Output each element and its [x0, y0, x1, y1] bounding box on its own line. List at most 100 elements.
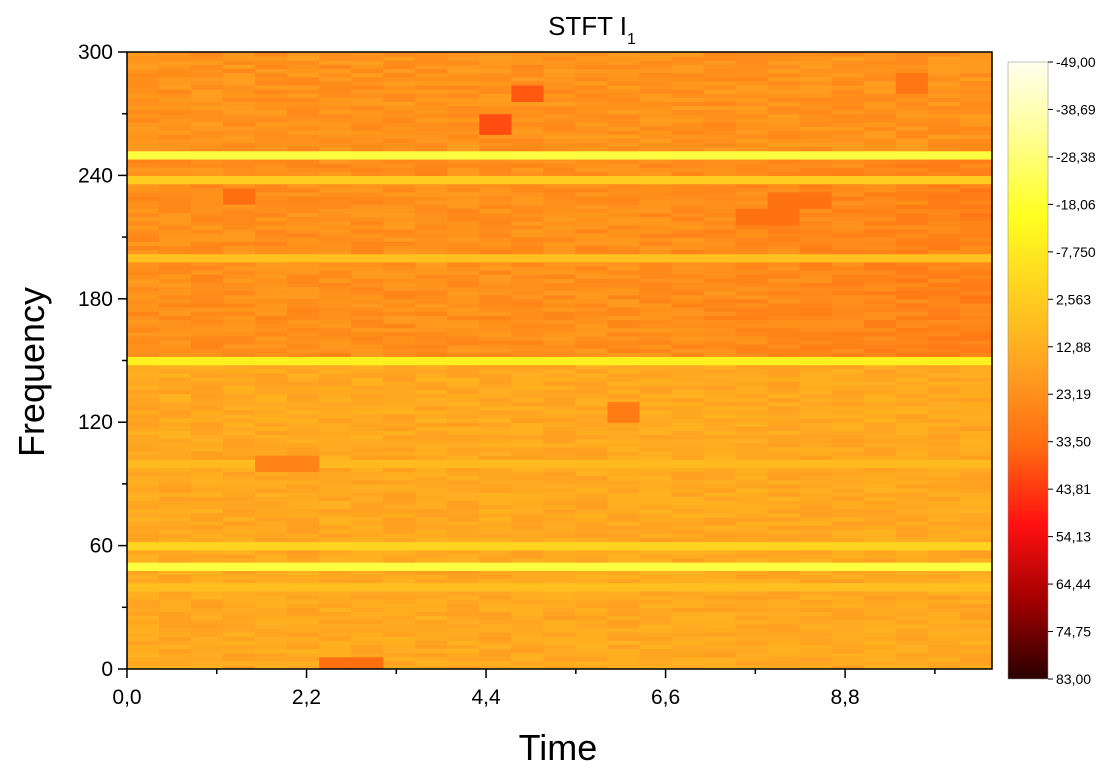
heatmap-cell: [543, 525, 577, 530]
heatmap-cell: [479, 413, 513, 419]
heatmap-cell: [895, 463, 929, 469]
heatmap-cell: [895, 450, 929, 456]
heatmap-cell: [607, 611, 641, 617]
heatmap-cell: [447, 249, 481, 255]
heatmap-cell: [415, 130, 448, 135]
heatmap-cell: [447, 467, 481, 473]
heatmap-cell: [703, 512, 737, 518]
heatmap-cell: [575, 582, 609, 588]
heatmap-cell: [383, 566, 416, 571]
heatmap-cell: [671, 224, 705, 230]
heatmap-cell: [735, 471, 769, 477]
heatmap-cell: [447, 195, 481, 201]
heatmap-cell: [671, 195, 705, 201]
heatmap-cell: [479, 134, 513, 139]
heatmap-cell: [447, 459, 481, 464]
heatmap-cell: [351, 237, 384, 242]
heatmap-cell: [927, 224, 961, 230]
heatmap-cell: [863, 533, 897, 538]
heatmap-cell: [191, 331, 224, 337]
heatmap-cell: [863, 261, 897, 267]
heatmap-cell: [927, 146, 961, 152]
heatmap-cell: [255, 438, 288, 444]
heatmap-cell: [415, 656, 448, 662]
heatmap-cell: [287, 175, 320, 181]
heatmap-cell: [351, 315, 384, 320]
heatmap-cell: [255, 537, 288, 543]
heatmap-cell: [479, 636, 513, 641]
heatmap-cell: [223, 549, 256, 555]
heatmap-cell: [287, 434, 320, 440]
heatmap-cell: [127, 385, 160, 390]
heatmap-cell: [831, 121, 865, 127]
heatmap-cell: [735, 97, 769, 102]
heatmap-cell: [639, 270, 673, 275]
heatmap-cell: [287, 520, 320, 526]
heatmap-cell: [255, 319, 288, 325]
heatmap-cell: [415, 307, 448, 312]
heatmap-cell: [959, 516, 993, 522]
heatmap-cell: [799, 109, 833, 115]
heatmap-cell: [767, 245, 801, 251]
heatmap-cell: [607, 648, 641, 654]
heatmap-cell: [319, 290, 352, 296]
heatmap-cell: [607, 566, 641, 571]
heatmap-cell: [191, 134, 224, 139]
heatmap-cell: [319, 368, 352, 374]
heatmap-cell: [767, 232, 801, 238]
heatmap-cell: [799, 253, 833, 259]
heatmap-cell: [735, 603, 769, 608]
heatmap-cell: [223, 158, 256, 164]
heatmap-cell: [799, 516, 833, 522]
y-tick-label: 0: [101, 658, 113, 681]
heatmap-cell: [511, 278, 545, 283]
heatmap-cell: [383, 422, 416, 427]
heatmap-cell: [895, 146, 929, 152]
heatmap-cell: [447, 101, 481, 107]
heatmap-cell: [415, 619, 448, 625]
heatmap-cell: [415, 167, 448, 172]
heatmap-cell: [191, 438, 224, 444]
heatmap-cell: [255, 294, 288, 300]
heatmap-cell: [479, 512, 513, 518]
heatmap-cell: [831, 434, 865, 440]
heatmap-cell: [639, 364, 673, 370]
heatmap-cell: [415, 599, 448, 604]
heatmap-cell: [543, 586, 577, 592]
heatmap-cell: [607, 294, 641, 300]
heatmap-cell: [511, 500, 545, 506]
heatmap-cell: [479, 603, 513, 608]
heatmap-cell: [927, 504, 961, 510]
heatmap-cell: [223, 430, 256, 436]
heatmap-cell: [735, 163, 769, 168]
heatmap-cell: [191, 368, 224, 374]
heatmap-cell: [767, 381, 801, 386]
heatmap-cell: [927, 315, 961, 320]
heatmap-cell: [351, 216, 384, 222]
heatmap-cell: [607, 463, 641, 469]
heatmap-cell: [543, 426, 577, 432]
heatmap-cell: [575, 216, 609, 222]
heatmap-cell: [895, 237, 929, 242]
heatmap-cell: [447, 479, 481, 485]
heatmap-cell: [863, 200, 897, 205]
heatmap-cell: [671, 578, 705, 584]
heatmap-cell: [351, 179, 384, 185]
heatmap-cell: [639, 607, 673, 613]
heatmap-cell: [927, 282, 961, 288]
heatmap-cell: [671, 113, 705, 119]
heatmap-cell: [671, 426, 705, 432]
heatmap-cell: [959, 520, 993, 526]
heatmap-cell: [127, 257, 160, 263]
heatmap-cell: [159, 504, 192, 510]
heatmap-cell: [799, 607, 833, 613]
heatmap-cell: [927, 631, 961, 637]
heatmap-cell: [959, 232, 993, 238]
heatmap-cell: [479, 142, 513, 148]
heatmap-cell: [191, 327, 224, 333]
heatmap-cell: [159, 245, 192, 251]
heatmap-cell: [383, 68, 416, 74]
heatmap-cell: [351, 121, 384, 127]
heatmap-cell: [287, 121, 320, 127]
heatmap-cell: [159, 381, 192, 386]
